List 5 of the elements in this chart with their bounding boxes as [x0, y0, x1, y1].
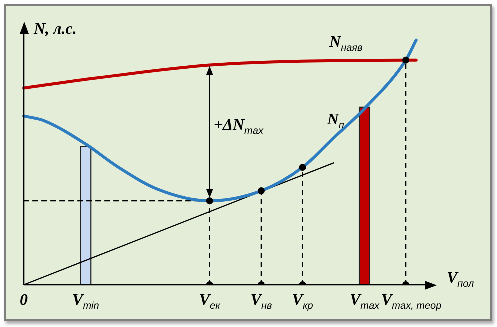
point [299, 164, 306, 172]
x-tick-label: 0 [20, 292, 28, 309]
point [206, 198, 214, 205]
point [258, 188, 265, 195]
y-axis-title: N, л.с. [33, 21, 77, 38]
